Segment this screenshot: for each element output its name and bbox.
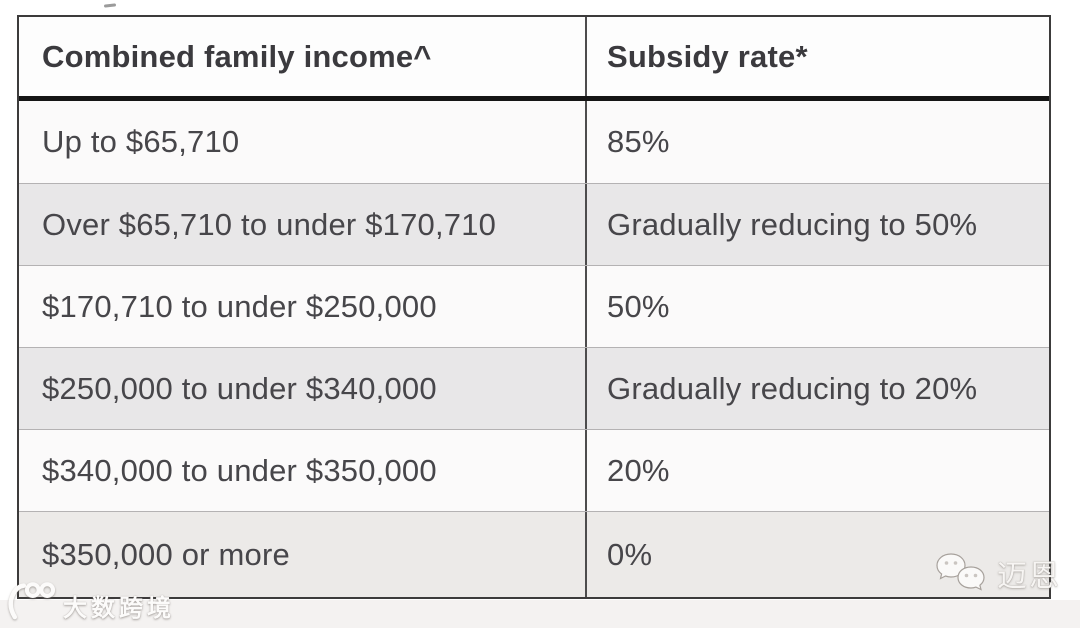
cell-rate: 85% <box>587 101 1049 183</box>
cell-rate: 20% <box>587 430 1049 511</box>
header-cell-rate: Subsidy rate* <box>587 17 1049 96</box>
table-row: $350,000 or more 0% <box>19 511 1049 597</box>
cell-income: $170,710 to under $250,000 <box>19 266 587 347</box>
income-value: Up to $65,710 <box>42 124 240 159</box>
cell-rate: Gradually reducing to 20% <box>587 348 1049 429</box>
watermark-right-label: 迈恩 <box>997 560 1061 593</box>
subsidy-rate-table: Combined family income^ Subsidy rate* Up… <box>17 15 1051 599</box>
cell-income: Over $65,710 to under $170,710 <box>19 184 587 265</box>
income-value: $250,000 to under $340,000 <box>42 370 437 406</box>
cell-income: $250,000 to under $340,000 <box>19 348 587 429</box>
table-row: $340,000 to under $350,000 20% <box>19 429 1049 511</box>
rate-value: 50% <box>607 288 670 324</box>
income-value: Over $65,710 to under $170,710 <box>42 206 497 242</box>
rate-value: 85% <box>607 124 670 159</box>
below-table-strip <box>0 600 1080 628</box>
header-income-label: Combined family income^ <box>42 38 432 74</box>
header-rate-label: Subsidy rate* <box>607 38 808 74</box>
rate-value: Gradually reducing to 50% <box>607 206 978 242</box>
logo-100-icon <box>4 580 58 625</box>
table-row: Up to $65,710 85% <box>19 101 1049 183</box>
income-value: $350,000 or more <box>42 536 290 572</box>
header-cell-income: Combined family income^ <box>19 17 587 96</box>
cell-income: Up to $65,710 <box>19 101 587 183</box>
cell-rate: Gradually reducing to 50% <box>587 184 1049 265</box>
wechat-icon <box>934 551 990 603</box>
rate-value: 20% <box>607 452 670 488</box>
income-value: $170,710 to under $250,000 <box>42 288 437 324</box>
table-row: $250,000 to under $340,000 Gradually red… <box>19 347 1049 429</box>
cell-rate: 50% <box>587 266 1049 347</box>
cell-income: $350,000 or more <box>19 512 587 597</box>
watermark-left-label: 大数跨境 <box>63 595 175 622</box>
table-row: Over $65,710 to under $170,710 Gradually… <box>19 183 1049 265</box>
stray-dash-mark <box>103 3 117 8</box>
income-value: $340,000 to under $350,000 <box>42 452 437 488</box>
rate-value: 0% <box>607 536 653 572</box>
watermark-bottom-left: 大数跨境 <box>4 580 175 625</box>
table-row: $170,710 to under $250,000 50% <box>19 265 1049 347</box>
table-header-row: Combined family income^ Subsidy rate* <box>19 17 1049 101</box>
watermark-bottom-right: 迈恩 <box>934 551 1061 603</box>
cell-income: $340,000 to under $350,000 <box>19 430 587 511</box>
rate-value: Gradually reducing to 20% <box>607 370 978 406</box>
cell-rate: 0% <box>587 512 1049 597</box>
